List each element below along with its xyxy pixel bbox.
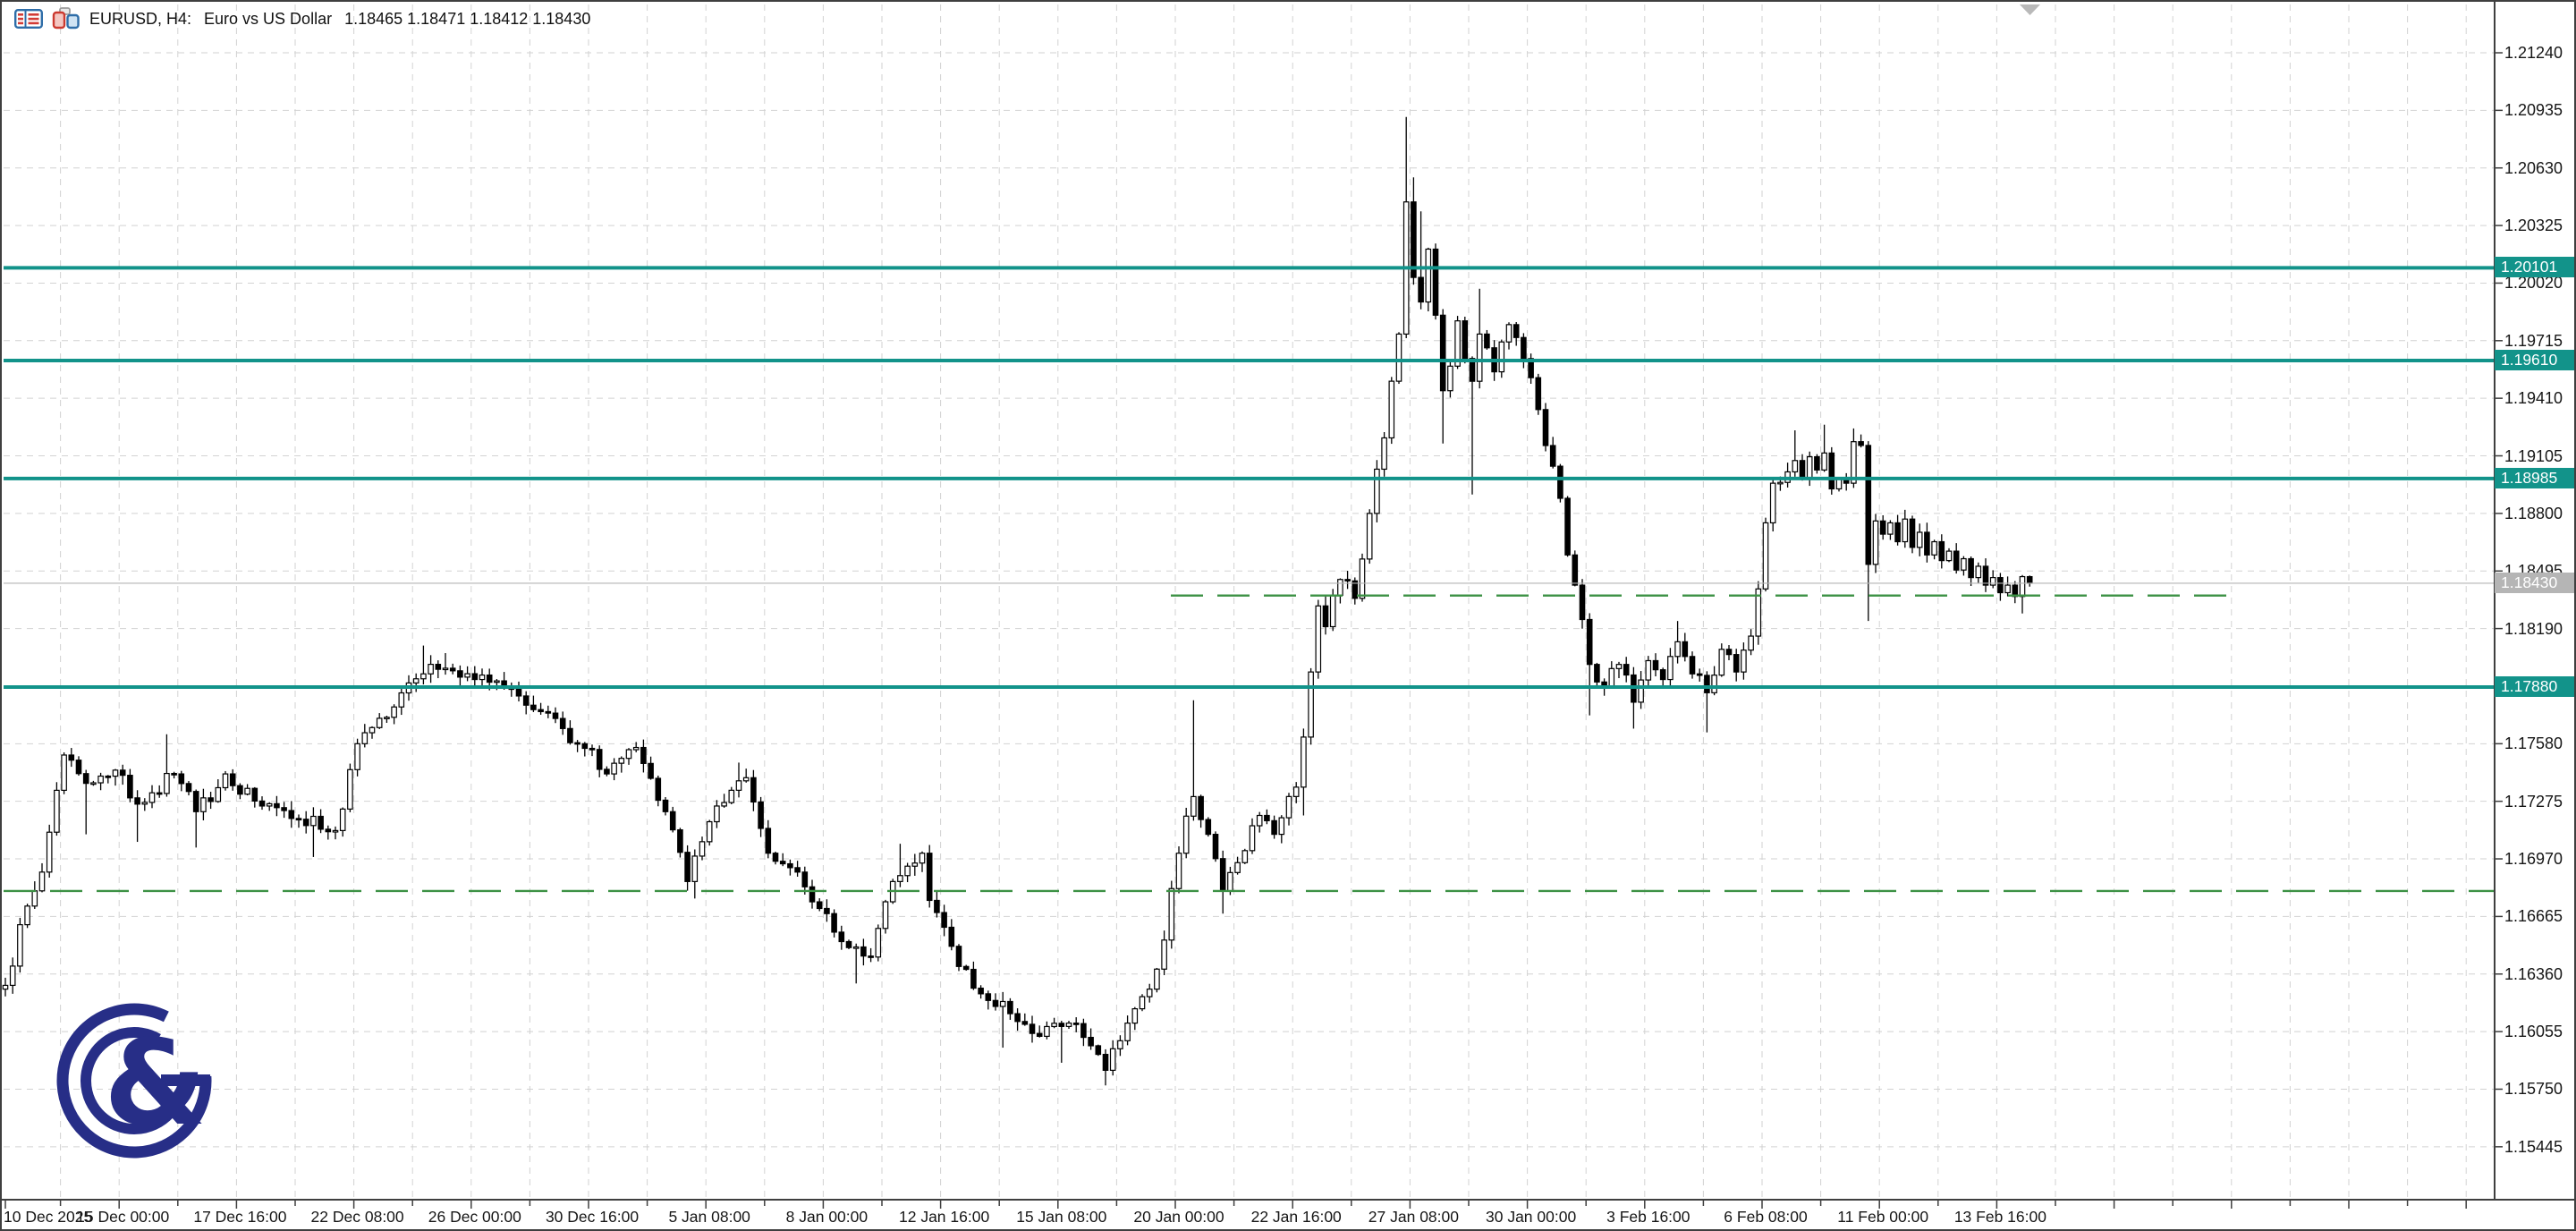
current-price-badge: 1.18430 <box>2495 572 2574 593</box>
price-tick-label: 1.15750 <box>2504 1080 2563 1099</box>
price-axis-separator <box>2494 2 2496 1199</box>
gridlines <box>4 4 2494 1199</box>
price-tick-label: 1.16360 <box>2504 964 2563 983</box>
level-price-badge: 1.19610 <box>2495 349 2574 370</box>
price-tick-label: 1.18800 <box>2504 504 2563 522</box>
price-tick-label: 1.15445 <box>2504 1137 2563 1156</box>
price-tick-label: 1.16665 <box>2504 907 2563 926</box>
time-tick-label: 20 Jan 00:00 <box>1133 1208 1224 1226</box>
title-instrument: Euro vs US Dollar <box>204 9 333 28</box>
time-tick-label: 22 Dec 08:00 <box>310 1208 404 1226</box>
level-lines <box>4 266 2494 893</box>
price-tick-label: 1.21240 <box>2504 44 2563 62</box>
price-tick-label: 1.19410 <box>2504 389 2563 408</box>
chart-title-bar: EURUSD, H4: Euro vs US Dollar 1.18465 1.18… <box>14 7 590 30</box>
time-tick-label: 30 Jan 00:00 <box>1485 1208 1577 1226</box>
brand-logo-icon: & <box>56 1003 212 1159</box>
price-tick-label: 1.16970 <box>2504 850 2563 869</box>
market-watch-icon[interactable] <box>14 9 43 29</box>
time-tick-label: 11 Feb 00:00 <box>1837 1208 1929 1226</box>
time-tick-label: 8 Jan 00:00 <box>785 1208 869 1226</box>
price-tick-label: 1.16055 <box>2504 1023 2563 1041</box>
candle-series <box>2 116 2033 1086</box>
time-tick-label: 13 Feb 16:00 <box>1953 1208 2046 1226</box>
time-tick-label: 3 Feb 16:00 <box>1606 1208 1690 1226</box>
time-tick-label: 17 Dec 16:00 <box>193 1208 287 1226</box>
last-bar-marker-icon <box>2020 4 2040 15</box>
time-tick-label: 15 Dec 00:00 <box>76 1208 170 1226</box>
time-tick-label: 22 Jan 16:00 <box>1250 1208 1342 1226</box>
title-symbol-period: EURUSD, H4: <box>89 9 192 28</box>
price-tick-label: 1.19715 <box>2504 331 2563 350</box>
price-tick-label: 1.17580 <box>2504 734 2563 753</box>
price-tick-label: 1.20325 <box>2504 216 2563 235</box>
axis-ticks <box>4 52 2503 1209</box>
chart-objects-icon[interactable] <box>52 7 80 30</box>
time-tick-label: 30 Dec 16:00 <box>545 1208 640 1226</box>
time-tick-label: 15 Jan 08:00 <box>1016 1208 1107 1226</box>
level-price-badge: 1.18985 <box>2495 467 2574 488</box>
time-tick-label: 26 Dec 00:00 <box>428 1208 521 1226</box>
price-tick-label: 1.20935 <box>2504 101 2563 120</box>
price-tick-label: 1.20020 <box>2504 274 2563 293</box>
level-price-badge: 1.20101 <box>2495 257 2574 278</box>
price-tick-label: 1.20630 <box>2504 158 2563 177</box>
price-tick-label: 1.18190 <box>2504 619 2563 638</box>
title-ohlc-values: 1.18465 1.18471 1.18412 1.18430 <box>344 9 591 28</box>
level-price-badge: 1.17880 <box>2495 676 2574 697</box>
time-tick-label: 10 Dec 2025 <box>4 1208 93 1226</box>
price-tick-label: 1.19105 <box>2504 446 2563 465</box>
time-tick-label: 27 Jan 08:00 <box>1368 1208 1459 1226</box>
time-tick-label: 12 Jan 16:00 <box>898 1208 990 1226</box>
time-tick-label: 5 Jan 08:00 <box>668 1208 750 1226</box>
time-axis-separator <box>2 1199 2574 1201</box>
svg-text:&: & <box>104 1015 207 1152</box>
price-tick-label: 1.17275 <box>2504 792 2563 811</box>
chart-title: EURUSD, H4: Euro vs US Dollar 1.18465 1.18… <box>89 10 590 29</box>
time-tick-label: 6 Feb 08:00 <box>1724 1208 1808 1226</box>
